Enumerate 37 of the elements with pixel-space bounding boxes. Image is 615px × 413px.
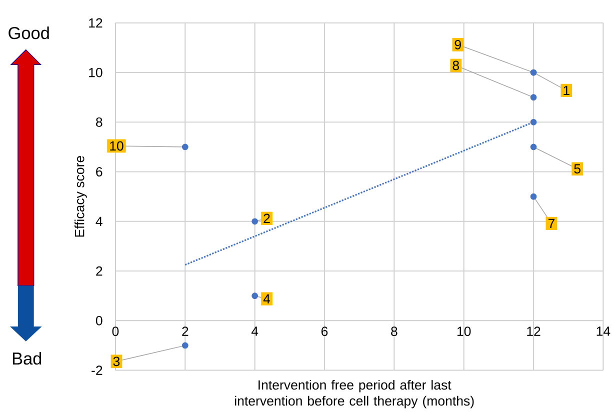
annotation: 2 <box>264 214 270 224</box>
x-tick-label: 10 <box>457 326 471 336</box>
point <box>252 292 258 299</box>
point <box>530 94 537 100</box>
y-tick-label: -2 <box>92 366 102 375</box>
point <box>530 144 537 150</box>
y-axis-title: Efficacy score <box>74 156 87 237</box>
point <box>530 118 537 126</box>
x-tick-label: 0 <box>112 326 119 336</box>
y-tick-label: 2 <box>96 266 102 276</box>
annotation: 5 <box>574 164 580 174</box>
x-tick-label: 2 <box>182 326 188 336</box>
annotation: 7 <box>548 218 554 228</box>
text: Bad <box>12 352 42 365</box>
point <box>182 342 188 349</box>
y-tick-label: 6 <box>96 167 102 176</box>
x-tick-label: 8 <box>391 326 398 336</box>
point <box>252 218 258 225</box>
x-tick-label: 4 <box>251 326 258 336</box>
annotation: 10 <box>110 141 124 151</box>
x-tick-label: 14 <box>596 326 610 336</box>
point <box>182 144 188 150</box>
y-tick-label: 12 <box>89 18 102 28</box>
annotation: 9 <box>454 40 461 50</box>
y-tick-label: 0 <box>96 316 102 326</box>
x-tick-label: 6 <box>321 326 328 336</box>
y-tick-label: 8 <box>96 117 102 127</box>
annotation: 4 <box>263 294 270 304</box>
y-tick-label: 4 <box>96 216 102 226</box>
annotation: 1 <box>564 86 570 95</box>
point <box>530 193 537 200</box>
annotation: 3 <box>113 356 120 366</box>
x-tick-label: 12 <box>527 326 540 336</box>
y-tick-label: 10 <box>89 68 102 78</box>
x-axis-title: Intervention free period after last intervention before cell therapy (months) <box>235 380 474 408</box>
annotation: 8 <box>452 60 459 70</box>
text: Good <box>8 26 49 40</box>
